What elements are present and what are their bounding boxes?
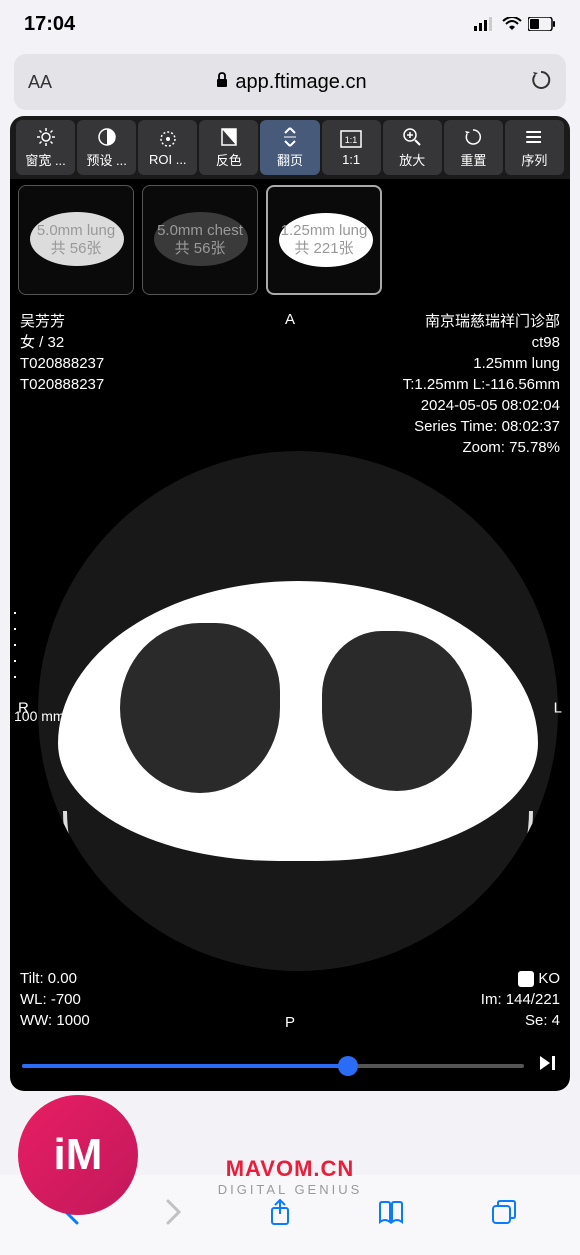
orientation-left: L: [554, 700, 562, 717]
tool-label: 序列: [521, 150, 547, 169]
overlay-line: 2024-05-05 08:02:04: [403, 395, 560, 416]
series-thumb[interactable]: 5.0mm lung共 56张: [18, 185, 134, 295]
tool-page[interactable]: 翻页: [260, 120, 319, 175]
im-badge: iM: [18, 1095, 138, 1215]
overlay-line: Series Time: 08:02:37: [403, 416, 560, 437]
tool-label: 1:1: [342, 152, 360, 167]
url-bar[interactable]: AA app.ftimage.cn: [14, 54, 566, 110]
overlay-line: 南京瑞慈瑞祥门诊部: [403, 311, 560, 332]
battery-icon: [528, 17, 556, 31]
overlay-line: T:1.25mm L:-116.56mm: [403, 374, 560, 395]
page-icon: [281, 126, 299, 148]
slice-slider[interactable]: [22, 1064, 524, 1068]
overlay-line: Tilt: 0.00: [20, 968, 90, 989]
overlay-line: Zoom: 75.78%: [403, 437, 560, 458]
tool-ratio[interactable]: 1:1 1:1: [322, 120, 381, 175]
overlay-line: T020888237: [20, 353, 104, 374]
tool-invert[interactable]: 反色: [199, 120, 258, 175]
bookmarks-icon[interactable]: [378, 1200, 404, 1231]
series-thumb[interactable]: 5.0mm chest共 56张: [142, 185, 258, 295]
scale-label: 100 mm: [14, 708, 65, 724]
watermark: MAVOM.CN DIGITAL GENIUS: [218, 1156, 363, 1197]
ct-scan-image: [38, 451, 558, 971]
tool-label: 预设 ...: [86, 150, 126, 169]
tool-reset[interactable]: 重置: [444, 120, 503, 175]
series-title: 1.25mm lung: [277, 222, 372, 240]
series-count: 共 56张: [171, 240, 230, 258]
invert-icon: [220, 126, 238, 148]
forward-icon[interactable]: [166, 1199, 182, 1232]
watermark-main: MAVOM.CN: [218, 1156, 363, 1182]
series-count: 共 56张: [47, 240, 106, 258]
contrast-icon: [97, 126, 117, 148]
overlay-line: 1.25mm lung: [403, 353, 560, 374]
overlay-line: T020888237: [20, 374, 104, 395]
ratio-icon: 1:1: [340, 128, 362, 150]
tool-zoom[interactable]: 放大: [383, 120, 442, 175]
image-viewer[interactable]: 吴芳芳女 / 32T020888237T020888237 南京瑞慈瑞祥门诊部c…: [10, 301, 570, 1041]
reset-icon: [463, 126, 483, 148]
watermark-sub: DIGITAL GENIUS: [218, 1182, 363, 1197]
status-bar: 17:04: [0, 0, 580, 48]
overlay-line: ct98: [403, 332, 560, 353]
overlay-line: Se: 4: [481, 1010, 560, 1031]
orientation-anterior: A: [285, 311, 295, 328]
overlay-line: 吴芳芳: [20, 311, 104, 332]
overlay-top-left: 吴芳芳女 / 32T020888237T020888237: [20, 311, 104, 395]
roi-icon: [158, 128, 178, 150]
tool-roi[interactable]: ROI ...: [138, 120, 197, 175]
series-count: 共 221张: [290, 240, 357, 258]
brightness-icon: [36, 126, 56, 148]
toolbar: 窗宽 ... 预设 ... ROI ... 反色 翻页 1:1 1:1 放大 重置 序列: [10, 116, 570, 179]
overlay-line: 女 / 32: [20, 332, 104, 353]
status-time: 17:04: [24, 13, 75, 36]
series-title: 5.0mm chest: [153, 222, 247, 240]
tool-contrast[interactable]: 预设 ...: [77, 120, 136, 175]
orientation-posterior: P: [285, 1014, 295, 1031]
overlay-line: WW: 1000: [20, 1010, 90, 1031]
share-icon[interactable]: [269, 1198, 291, 1233]
tool-label: 反色: [216, 150, 242, 169]
lock-icon: [215, 71, 229, 94]
refresh-icon[interactable]: [530, 69, 552, 96]
ko-checkbox[interactable]: [518, 971, 534, 987]
overlay-top-right: 南京瑞慈瑞祥门诊部ct981.25mm lungT:1.25mm L:-116.…: [403, 311, 560, 458]
wifi-icon: [502, 17, 522, 31]
series-thumb[interactable]: 1.25mm lung共 221张: [266, 185, 382, 295]
skip-next-icon[interactable]: [536, 1052, 558, 1080]
tool-label: ROI ...: [149, 152, 187, 167]
slice-slider-row: [10, 1041, 570, 1091]
slider-thumb[interactable]: [338, 1056, 358, 1076]
series-icon: [525, 126, 543, 148]
overlay-bottom-right: KO Im: 144/221Se: 4: [481, 968, 560, 1031]
tool-series[interactable]: 序列: [505, 120, 564, 175]
overlay-line: Im: 144/221: [481, 989, 560, 1010]
text-size-control[interactable]: AA: [28, 72, 52, 93]
tool-label: 窗宽 ...: [25, 150, 65, 169]
tool-label: 重置: [460, 150, 486, 169]
tabs-icon[interactable]: [491, 1199, 517, 1232]
overlay-bottom-left: Tilt: 0.00WL: -700WW: 1000: [20, 968, 90, 1031]
tool-label: 翻页: [277, 150, 303, 169]
url-host: app.ftimage.cn: [235, 71, 366, 94]
status-indicators: [474, 17, 556, 31]
signal-icon: [474, 17, 496, 31]
svg-text:1:1: 1:1: [345, 135, 358, 145]
scale-ruler: [14, 612, 22, 678]
overlay-line: WL: -700: [20, 989, 90, 1010]
series-title: 5.0mm lung: [33, 222, 119, 240]
tool-label: 放大: [399, 150, 425, 169]
url-text[interactable]: app.ftimage.cn: [62, 71, 520, 94]
series-strip: 5.0mm lung共 56张5.0mm chest共 56张1.25mm lu…: [10, 179, 570, 301]
tool-brightness[interactable]: 窗宽 ...: [16, 120, 75, 175]
zoom-icon: [402, 126, 422, 148]
ko-label: KO: [538, 970, 560, 987]
